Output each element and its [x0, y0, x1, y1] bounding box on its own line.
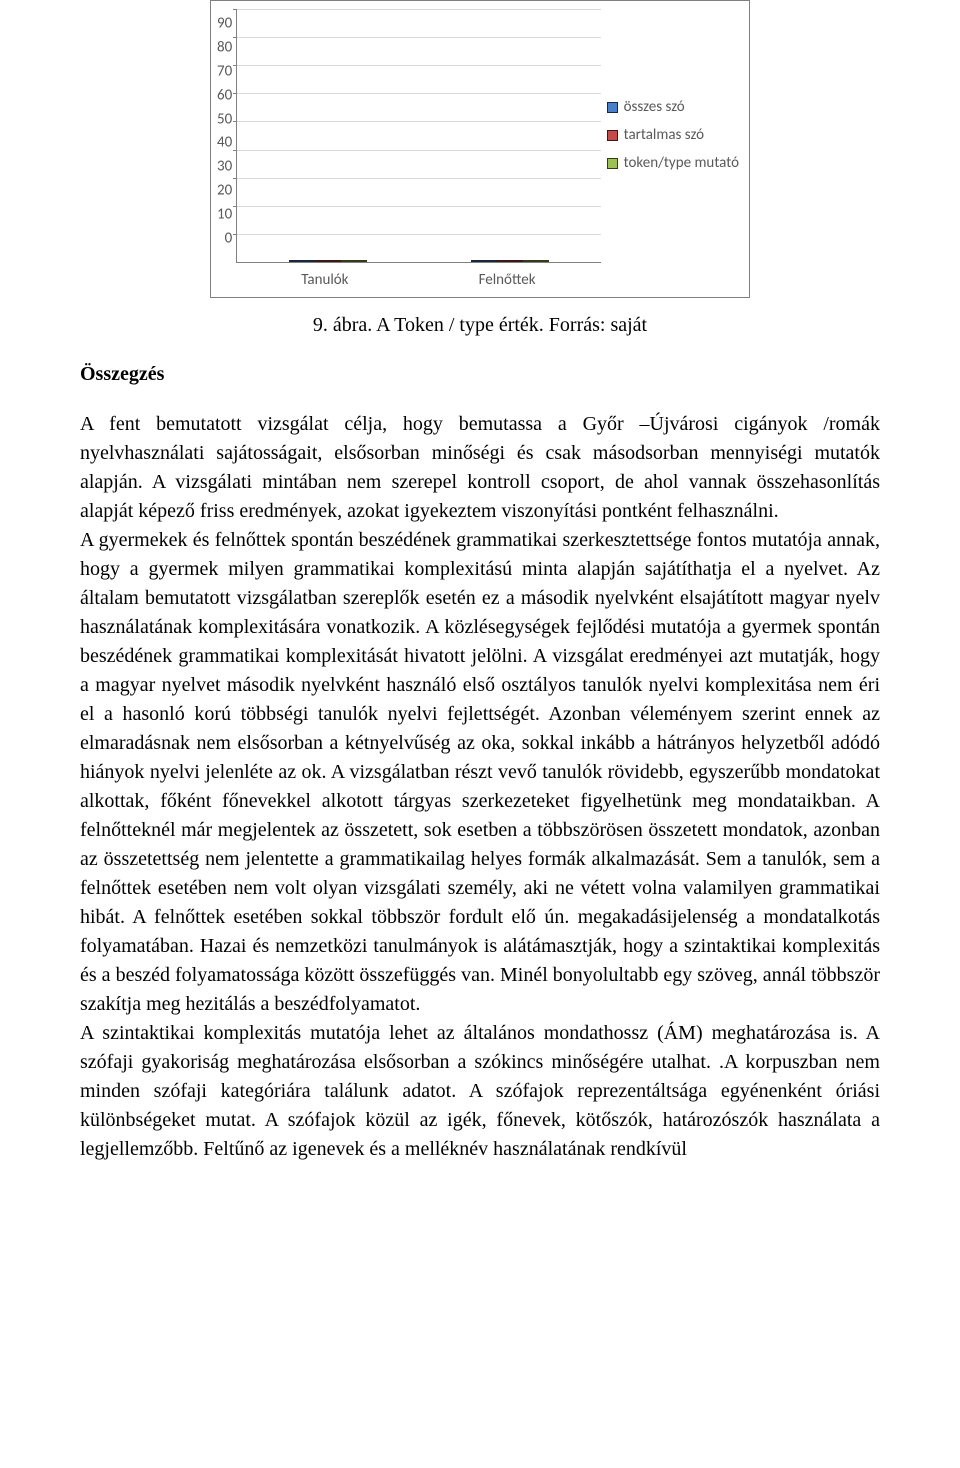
- y-tick-label: 10: [217, 208, 232, 223]
- bar-group: [289, 260, 367, 262]
- grid-line: [237, 206, 600, 207]
- plot-column: Tanulók Felnőttek: [236, 9, 600, 289]
- legend-item: tartalmas szó: [607, 126, 739, 144]
- y-tick-label: 90: [217, 17, 232, 32]
- legend-label: összes szó: [624, 98, 685, 116]
- figure-caption: 9. ábra. A Token / type érték. Forrás: s…: [80, 314, 880, 337]
- x-axis-labels: Tanulók Felnőttek: [236, 267, 600, 289]
- grid-line: [237, 37, 600, 38]
- x-tick-label: Felnőttek: [479, 271, 536, 289]
- legend-item: token/type mutató: [607, 154, 739, 172]
- y-tick: [233, 178, 237, 179]
- section-heading: Összegzés: [80, 363, 880, 386]
- grid-line: [237, 234, 600, 235]
- legend-label: token/type mutató: [624, 154, 739, 172]
- chart-inner: 0 10 20 30 40 50 60 70 80 90 Tanulók Felnőttek öss…: [211, 9, 749, 289]
- token-type-chart: 0 10 20 30 40 50 60 70 80 90 Tanulók Felnőttek öss…: [210, 0, 750, 298]
- y-tick: [233, 234, 237, 235]
- bar: [497, 260, 523, 262]
- y-tick: [233, 93, 237, 94]
- y-tick: [233, 206, 237, 207]
- grid-line: [237, 150, 600, 151]
- y-tick-label: 20: [217, 184, 232, 199]
- y-axis: 0 10 20 30 40 50 60 70 80 90: [211, 9, 236, 267]
- plot-area: [236, 9, 600, 263]
- bar: [341, 260, 367, 262]
- y-tick-label: 80: [217, 40, 232, 55]
- grid-line: [237, 93, 600, 94]
- chart-legend: összes szó tartalmas szó token/type mutató: [601, 9, 749, 289]
- bar: [471, 260, 497, 262]
- legend-swatch: [607, 158, 618, 169]
- bar: [315, 260, 341, 262]
- y-tick: [233, 121, 237, 122]
- body-paragraph: A fent bemutatott vizsgálat célja, hogy …: [80, 410, 880, 1164]
- y-tick: [233, 65, 237, 66]
- y-tick-label: 40: [217, 136, 232, 151]
- legend-label: tartalmas szó: [624, 126, 704, 144]
- x-tick-label: Tanulók: [301, 271, 348, 289]
- y-tick-label: 30: [217, 160, 232, 175]
- bar: [523, 260, 549, 262]
- grid-line: [237, 9, 600, 10]
- bar-groups: [237, 9, 600, 262]
- grid-line: [237, 65, 600, 66]
- grid-line: [237, 178, 600, 179]
- bar: [289, 260, 315, 262]
- y-tick: [233, 9, 237, 10]
- bar-group: [471, 260, 549, 262]
- y-tick-label: 50: [217, 112, 232, 127]
- y-tick-label: 70: [217, 64, 232, 79]
- y-tick-label: 0: [217, 231, 232, 246]
- legend-item: összes szó: [607, 98, 739, 116]
- grid-line: [237, 121, 600, 122]
- legend-swatch: [607, 102, 618, 113]
- y-tick: [233, 150, 237, 151]
- y-tick: [233, 37, 237, 38]
- legend-swatch: [607, 130, 618, 141]
- y-tick-label: 60: [217, 88, 232, 103]
